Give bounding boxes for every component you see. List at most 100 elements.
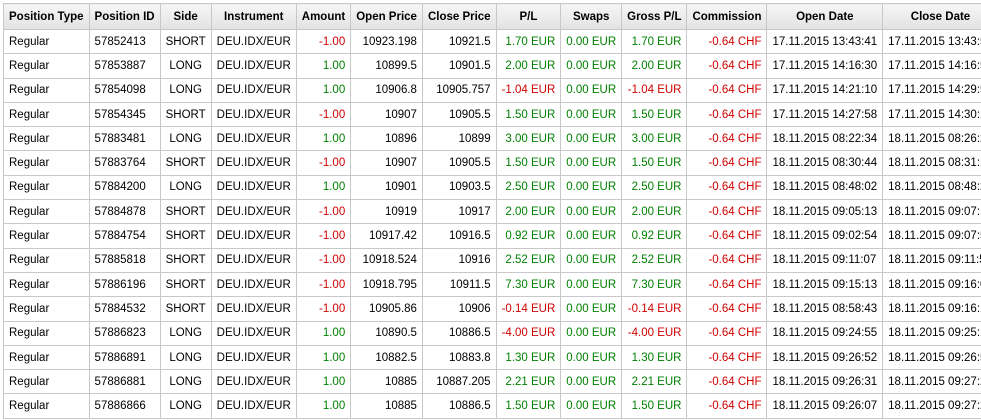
cell: 18.11.2015 08:58:43 [766, 296, 884, 322]
cell: 18.11.2015 08:30:44 [766, 150, 884, 176]
column-header: Instrument [210, 3, 297, 30]
cell: DEU.IDX/EUR [210, 77, 297, 103]
cell: 10903.5 [421, 174, 497, 201]
cell: 10885 [350, 393, 423, 419]
cell: -0.64 CHF [686, 320, 768, 346]
cell: 1.00 [295, 320, 352, 346]
cell: 57886891 [88, 344, 161, 371]
column-header: Amount [295, 3, 352, 30]
cell: 10907 [350, 101, 423, 128]
cell: 2.52 EUR [621, 247, 688, 273]
cell: 10917.42 [350, 223, 423, 249]
cell: LONG [159, 53, 212, 79]
position-row: Regular 57884532 SHORT DEU.IDX/EUR -1.00 1090… [3, 296, 981, 322]
cell: 10905.5 [421, 101, 497, 128]
cell: 10899.5 [350, 53, 423, 79]
cell: 0.00 EUR [560, 271, 623, 298]
cell: -1.04 EUR [495, 77, 562, 103]
cell: 18.11.2015 09:11:07 [766, 247, 884, 273]
cell: -0.64 CHF [686, 199, 768, 225]
cell: -0.64 CHF [686, 223, 768, 249]
cell: 18.11.2015 09:07:12 [882, 199, 981, 225]
cell: -1.00 [295, 223, 352, 249]
cell: DEU.IDX/EUR [210, 199, 297, 225]
cell: Regular [3, 247, 90, 273]
cell: DEU.IDX/EUR [210, 223, 297, 249]
cell: 57884754 [88, 223, 161, 249]
cell: -0.64 CHF [686, 53, 768, 79]
cell: Regular [3, 320, 90, 346]
page: Position Type Position ID Side Instrument Am… [0, 3, 981, 420]
cell: SHORT [159, 271, 212, 298]
cell: 1.00 [295, 174, 352, 201]
cell: SHORT [159, 28, 212, 55]
cell: 1.30 EUR [495, 344, 562, 371]
cell: LONG [159, 393, 212, 419]
cell: DEU.IDX/EUR [210, 126, 297, 152]
cell: DEU.IDX/EUR [210, 320, 297, 346]
cell: 2.50 EUR [495, 174, 562, 201]
cell: 18.11.2015 09:26:52 [766, 344, 884, 371]
position-row: Regular 57884200 LONG DEU.IDX/EUR 1.00 10901 1… [3, 174, 981, 201]
cell: DEU.IDX/EUR [210, 344, 297, 371]
cell: 10905.5 [421, 150, 497, 176]
position-row: Regular 57886866 LONG DEU.IDX/EUR 1.00 10885 1… [3, 393, 981, 419]
cell: 57886196 [88, 271, 161, 298]
cell: SHORT [159, 101, 212, 128]
cell: 10923.198 [350, 28, 423, 55]
cell: LONG [159, 369, 212, 395]
cell: 10899 [421, 126, 497, 152]
cell: 2.21 EUR [621, 369, 688, 395]
cell: 18.11.2015 09:27:27 [882, 369, 981, 395]
cell: 10896 [350, 126, 423, 152]
column-header: Open Date [766, 3, 884, 30]
cell: 0.00 EUR [560, 199, 623, 225]
cell: 1.70 EUR [495, 28, 562, 55]
cell: Regular [3, 28, 90, 55]
cell: 0.00 EUR [560, 393, 623, 419]
cell: 18.11.2015 09:26:07 [766, 393, 884, 419]
table-body: Regular 57852413 SHORT DEU.IDX/EUR -1.00 1092… [3, 28, 981, 419]
cell: 18.11.2015 09:26:31 [766, 369, 884, 395]
cell: 18.11.2015 09:24:55 [766, 320, 884, 346]
cell: 18.11.2015 08:26:27 [882, 126, 981, 152]
cell: DEU.IDX/EUR [210, 174, 297, 201]
cell: 17.11.2015 13:43:41 [766, 28, 884, 55]
cell: 1.30 EUR [621, 344, 688, 371]
cell: 18.11.2015 08:31:15 [882, 150, 981, 176]
cell: -0.64 CHF [686, 271, 768, 298]
cell: 10918.795 [350, 271, 423, 298]
cell: Regular [3, 296, 90, 322]
column-header: Position ID [88, 3, 161, 30]
position-row: Regular 57853887 LONG DEU.IDX/EUR 1.00 10899.… [3, 53, 981, 79]
cell: 17.11.2015 13:43:59 [882, 28, 981, 55]
cell: 7.30 EUR [495, 271, 562, 298]
cell: DEU.IDX/EUR [210, 101, 297, 128]
cell: 10886.5 [421, 393, 497, 419]
cell: 18.11.2015 09:07:53 [882, 223, 981, 249]
column-header: Position Type [3, 3, 90, 30]
position-row: Regular 57854098 LONG DEU.IDX/EUR 1.00 10906.… [3, 77, 981, 103]
cell: 10917 [421, 199, 497, 225]
cell: 10887.205 [421, 369, 497, 395]
cell: -0.64 CHF [686, 296, 768, 322]
position-row: Regular 57884754 SHORT DEU.IDX/EUR -1.00 1091… [3, 223, 981, 249]
cell: 10886.5 [421, 320, 497, 346]
cell: 2.00 EUR [621, 53, 688, 79]
cell: DEU.IDX/EUR [210, 150, 297, 176]
cell: -0.64 CHF [686, 174, 768, 201]
cell: 18.11.2015 09:05:13 [766, 199, 884, 225]
cell: -0.64 CHF [686, 101, 768, 128]
cell: 0.00 EUR [560, 53, 623, 79]
cell: 0.00 EUR [560, 174, 623, 201]
cell: 17.11.2015 14:27:58 [766, 101, 884, 128]
cell: 2.00 EUR [495, 53, 562, 79]
cell: 10911.5 [421, 271, 497, 298]
cell: 2.21 EUR [495, 369, 562, 395]
cell: SHORT [159, 199, 212, 225]
cell: LONG [159, 174, 212, 201]
cell: 18.11.2015 08:22:34 [766, 126, 884, 152]
cell: -1.00 [295, 296, 352, 322]
cell: -0.64 CHF [686, 247, 768, 273]
cell: 7.30 EUR [621, 271, 688, 298]
